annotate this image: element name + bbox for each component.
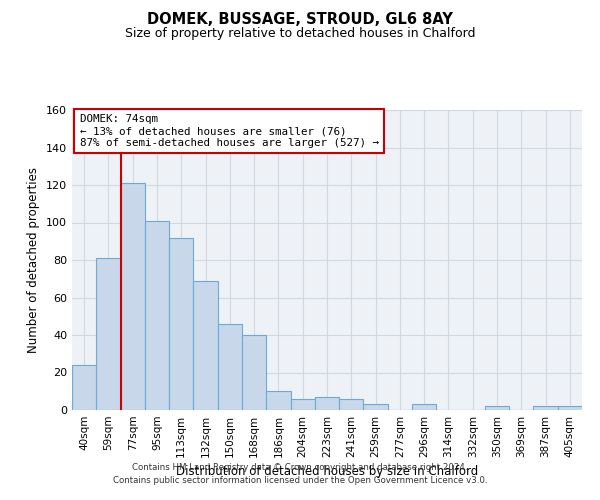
Bar <box>121 183 145 410</box>
Bar <box>72 365 96 410</box>
Text: DOMEK, BUSSAGE, STROUD, GL6 8AY: DOMEK, BUSSAGE, STROUD, GL6 8AY <box>147 12 453 28</box>
Bar <box>242 335 266 410</box>
Bar <box>315 397 339 410</box>
Y-axis label: Number of detached properties: Number of detached properties <box>28 167 40 353</box>
Bar <box>412 404 436 410</box>
Text: DOMEK: 74sqm
← 13% of detached houses are smaller (76)
87% of semi-detached hous: DOMEK: 74sqm ← 13% of detached houses ar… <box>80 114 379 148</box>
Bar <box>218 324 242 410</box>
Bar <box>533 406 558 410</box>
Bar <box>485 406 509 410</box>
Bar <box>193 280 218 410</box>
Bar <box>266 391 290 410</box>
Bar <box>145 220 169 410</box>
Text: Size of property relative to detached houses in Chalford: Size of property relative to detached ho… <box>125 28 475 40</box>
Bar <box>96 258 121 410</box>
Text: Contains HM Land Registry data © Crown copyright and database right 2024.
Contai: Contains HM Land Registry data © Crown c… <box>113 464 487 485</box>
Bar <box>169 238 193 410</box>
Bar <box>364 404 388 410</box>
Bar <box>339 399 364 410</box>
Bar <box>290 399 315 410</box>
X-axis label: Distribution of detached houses by size in Chalford: Distribution of detached houses by size … <box>176 466 478 478</box>
Bar <box>558 406 582 410</box>
